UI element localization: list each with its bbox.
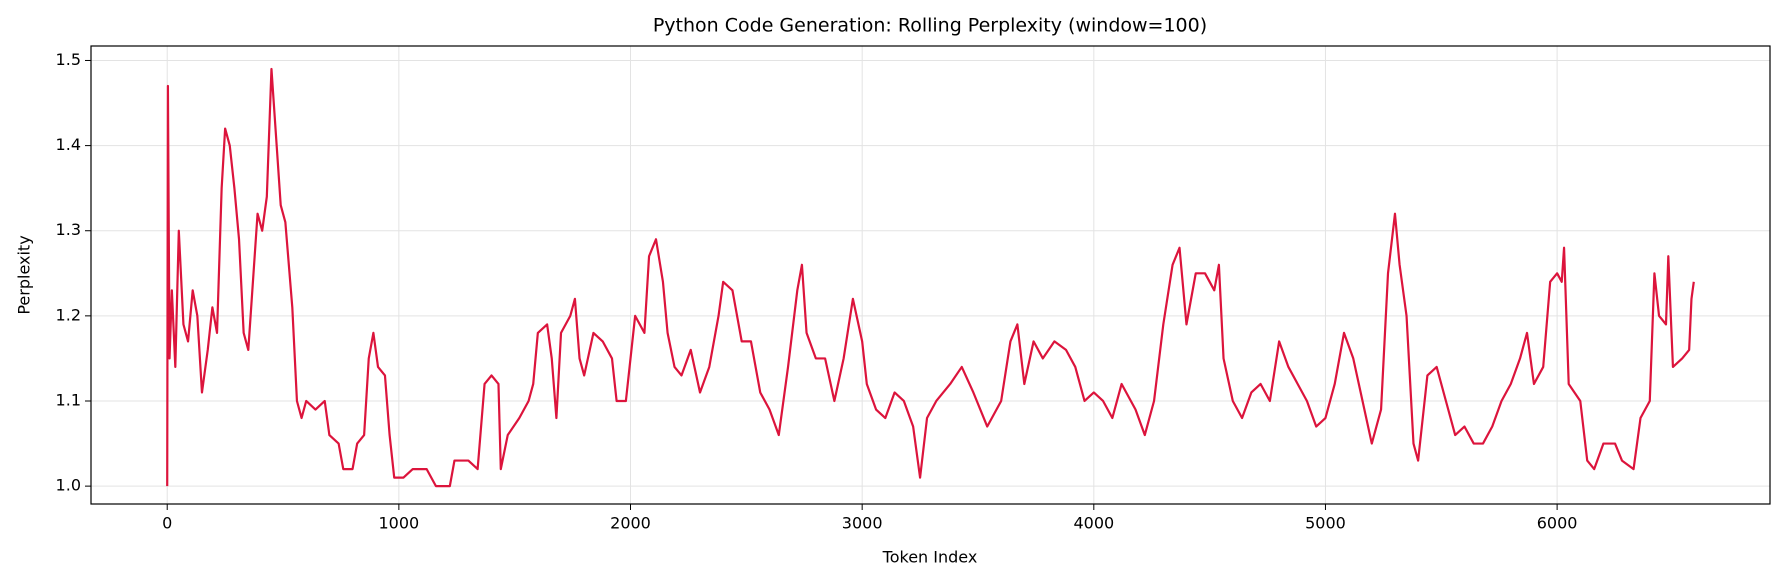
y-tick-label: 1.5 xyxy=(56,50,81,69)
x-tick-label: 5000 xyxy=(1305,514,1346,533)
x-tick-label: 1000 xyxy=(379,514,420,533)
y-tick-label: 1.1 xyxy=(56,390,81,409)
y-tick-label: 1.4 xyxy=(56,135,81,154)
data-line xyxy=(166,67,1695,488)
x-tick-label: 4000 xyxy=(1073,514,1114,533)
x-tick-label: 2000 xyxy=(610,514,651,533)
x-tick-label: 0 xyxy=(162,514,172,533)
x-tick-label: 3000 xyxy=(842,514,883,533)
x-tick-label: 6000 xyxy=(1537,514,1578,533)
y-tick-label: 1.2 xyxy=(56,305,81,324)
plot-frame xyxy=(90,45,1771,505)
y-axis-label: Perplexity xyxy=(15,235,34,314)
y-tick-label: 1.0 xyxy=(56,476,81,495)
x-axis-label: Token Index xyxy=(882,548,978,567)
chart-title: Python Code Generation: Rolling Perplexi… xyxy=(653,15,1207,37)
y-tick-label: 1.3 xyxy=(56,220,81,239)
